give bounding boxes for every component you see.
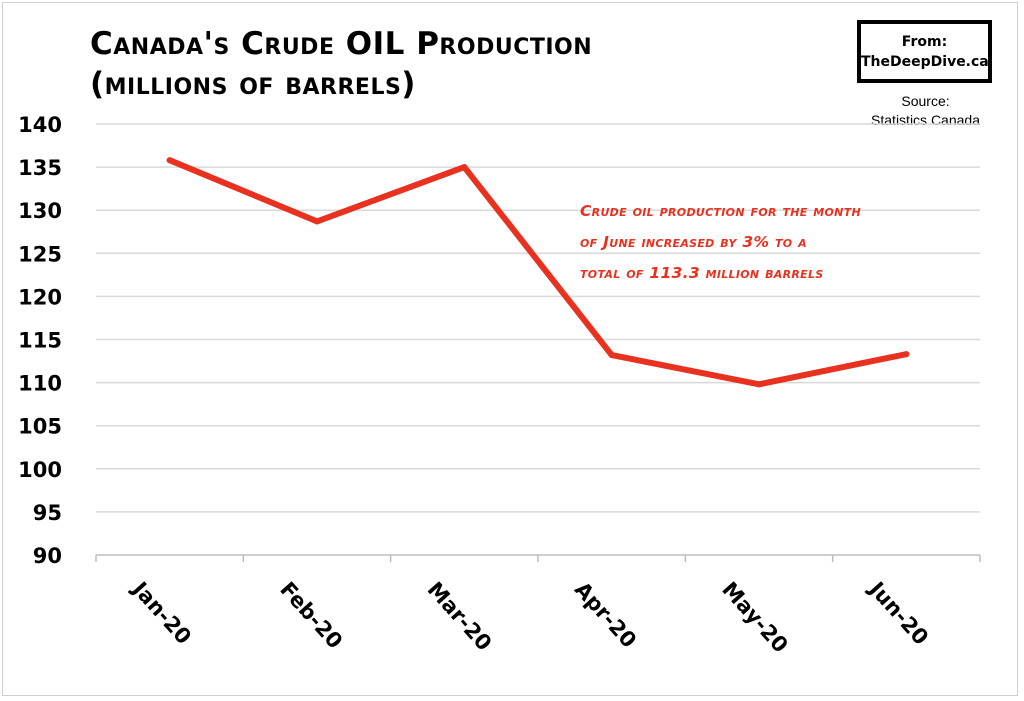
- from-badge: From: TheDeepDive.ca: [857, 20, 992, 83]
- x-tick-label: Mar-20: [423, 577, 497, 655]
- chart-annotation: Crude oil production for the month of Ju…: [580, 196, 1000, 289]
- y-tick-label: 100: [18, 458, 62, 482]
- x-tick-label: Feb-20: [275, 577, 347, 653]
- y-tick-label: 130: [18, 199, 62, 223]
- x-tick-label: Apr-20: [570, 577, 641, 652]
- annotation-line-3: total of 113.3 million barrels: [580, 264, 824, 282]
- x-tick-label: Jan-20: [127, 576, 196, 649]
- y-tick-label: 120: [18, 285, 62, 309]
- y-tick-label: 90: [33, 544, 62, 568]
- y-tick-label: 125: [18, 242, 62, 266]
- y-tick-label: 110: [18, 372, 62, 396]
- y-tick-label: 105: [18, 415, 62, 439]
- data-point: [461, 164, 468, 171]
- data-point: [166, 157, 173, 164]
- x-tick-label: May-20: [717, 577, 792, 657]
- chart-title-line-2: (millions of barrels): [90, 66, 416, 102]
- chart-title-line-1: Canada's Crude OIL Production: [90, 26, 593, 62]
- data-point: [756, 381, 762, 388]
- data-point: [903, 351, 910, 358]
- y-tick-label: 95: [33, 501, 62, 525]
- annotation-line-1: Crude oil production for the month: [580, 202, 862, 220]
- x-tick-label: Jun-20: [863, 576, 933, 650]
- data-point: [314, 218, 320, 225]
- source-label: Source:: [901, 93, 950, 109]
- from-badge-site: TheDeepDive.ca: [861, 54, 989, 70]
- annotation-line-2: of June increased by 3% to a: [580, 233, 807, 251]
- from-badge-label: From:: [901, 34, 948, 50]
- y-tick-label: 135: [18, 156, 62, 180]
- series-line: [166, 157, 910, 388]
- y-tick-label: 140: [18, 113, 62, 137]
- chart-title: Canada's Crude OIL Production (millions …: [90, 24, 592, 104]
- data-point: [608, 352, 615, 359]
- y-tick-label: 115: [18, 329, 62, 353]
